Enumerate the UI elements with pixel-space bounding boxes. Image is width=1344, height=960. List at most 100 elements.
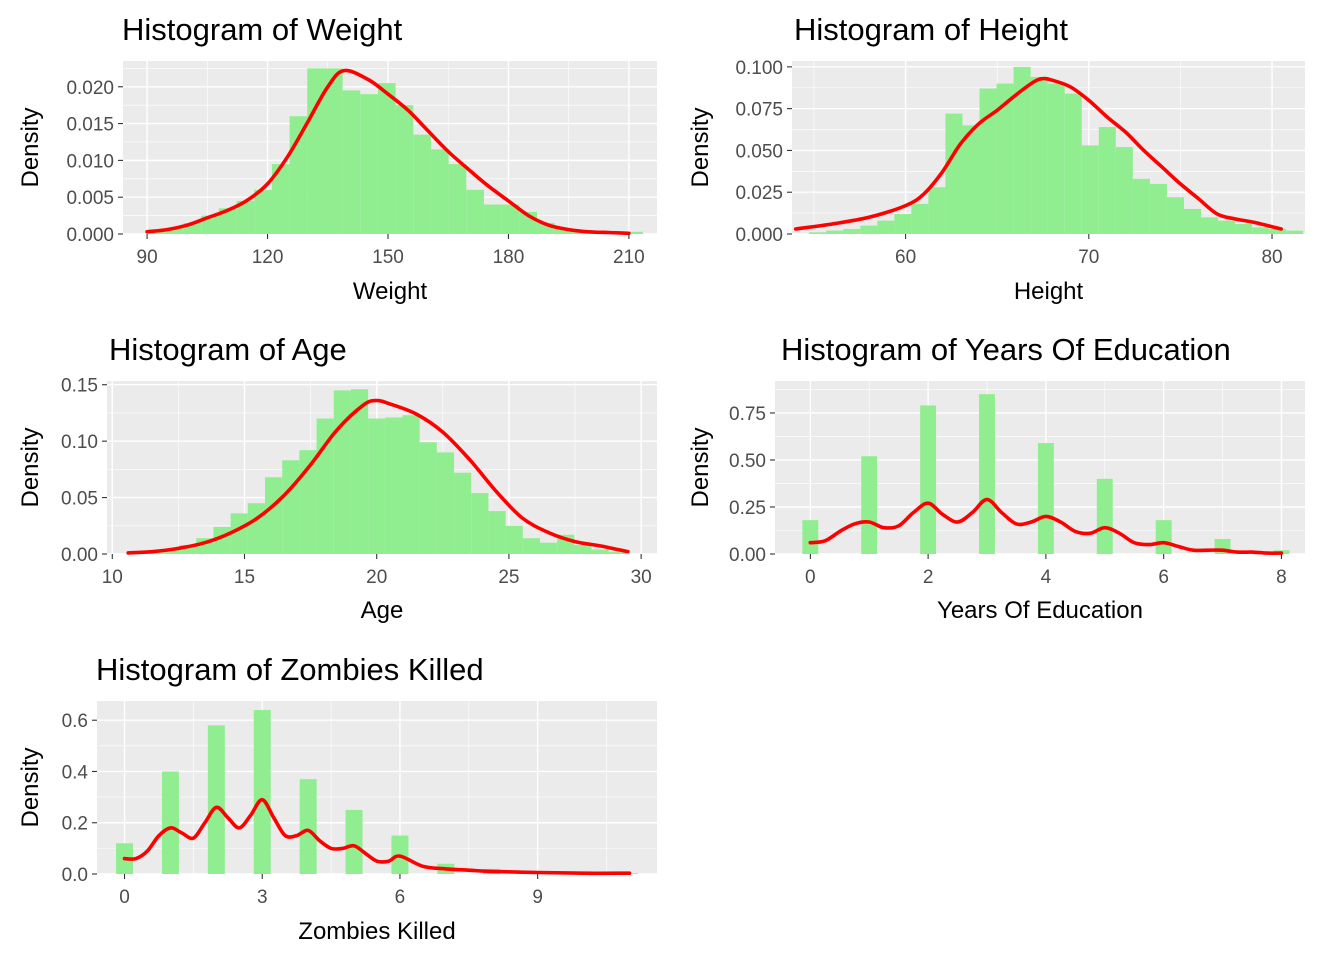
histogram-bar — [1201, 217, 1219, 234]
y-tick-label: 0.100 — [735, 58, 783, 79]
y-tick-label: 0.015 — [66, 115, 114, 136]
histogram-bar — [625, 231, 643, 234]
density-curve — [122, 797, 632, 876]
histogram-bar — [920, 405, 937, 554]
histogram-bar — [928, 187, 946, 234]
histogram-bar — [608, 551, 626, 554]
histogram-bar — [877, 220, 895, 234]
x-tick-label: 9 — [532, 887, 543, 908]
y-axis-title: Density — [17, 427, 44, 507]
y-tick-label: 0.020 — [66, 78, 114, 99]
x-axis-title: Years Of Education — [937, 597, 1143, 624]
histogram-bar — [1115, 147, 1133, 234]
histogram-bar — [402, 415, 420, 554]
histogram-bar — [236, 200, 255, 234]
x-tick-label: 20 — [366, 567, 387, 588]
histogram-bar — [1155, 520, 1172, 554]
histogram-bar — [1013, 66, 1031, 234]
histogram-bar — [161, 771, 179, 874]
histogram-bar — [1037, 443, 1054, 554]
panel-background — [97, 701, 657, 874]
histogram-bar — [282, 460, 300, 554]
histogram-bar — [179, 544, 197, 554]
histogram-bar — [183, 222, 202, 234]
histogram-bar — [1096, 478, 1113, 554]
chart-zombies-killed: 0 3 6 9 0.0 0.2 0.4 0.6 Zombies Killed Density His… — [17, 652, 657, 945]
histogram-bars — [809, 66, 1304, 234]
histogram-bar — [368, 418, 386, 554]
y-tick-label: 0.050 — [735, 141, 783, 162]
histogram-bar — [536, 222, 555, 234]
y-tick-label: 0.025 — [735, 183, 783, 204]
histogram-bar — [161, 549, 180, 554]
x-tick-label: 25 — [498, 567, 519, 588]
histogram-bar — [207, 725, 225, 874]
density-curve — [808, 497, 1284, 555]
x-tick-label: 10 — [102, 567, 123, 588]
y-tick-label: 0.000 — [735, 225, 783, 246]
histogram-bar — [466, 189, 484, 234]
histogram-bar — [1183, 208, 1202, 234]
y-tick-label: 0.00 — [61, 545, 98, 566]
histogram-bar — [483, 204, 502, 234]
histogram-bar — [945, 113, 963, 234]
histogram-bar — [289, 116, 308, 234]
histogram-bar — [436, 452, 455, 554]
x-tick-label: 2 — [923, 567, 934, 588]
x-tick-label: 6 — [1158, 567, 1169, 588]
y-tick-label: 0.005 — [66, 188, 114, 209]
chart-years-of-education: 0 2 4 6 8 0.00 0.25 0.50 0.75 Years Of Education D… — [687, 332, 1305, 624]
y-axis-title: Density — [17, 747, 44, 827]
histogram-bar — [419, 442, 437, 554]
x-axis-title: Height — [1014, 278, 1084, 305]
chart-title: Histogram of Years Of Education — [781, 332, 1231, 367]
y-tick-label: 0.4 — [62, 762, 89, 783]
histogram-bar — [253, 709, 271, 874]
histogram-bar — [1252, 227, 1270, 234]
y-tick-label: 0.075 — [735, 100, 783, 121]
x-tick-label: 8 — [1276, 567, 1287, 588]
density-curve — [793, 76, 1283, 231]
density-curve — [145, 68, 631, 236]
y-tick-label: 0.50 — [729, 451, 766, 472]
histogram-bar — [488, 511, 506, 554]
histogram-bar — [1149, 183, 1167, 234]
histogram-bars — [802, 394, 1290, 554]
histogram-bar — [861, 456, 878, 554]
histogram-bar — [962, 125, 980, 234]
x-tick-label: 70 — [1078, 247, 1099, 268]
histogram-bar — [860, 225, 878, 234]
histogram-bar — [413, 134, 431, 234]
histogram-bar — [809, 232, 827, 234]
histogram-bar — [1132, 178, 1150, 234]
histogram-bar — [911, 203, 929, 234]
histogram-bar — [271, 164, 290, 234]
y-tick-label: 0.0 — [62, 865, 88, 886]
histogram-bar — [979, 88, 997, 234]
y-tick-label: 0.6 — [62, 711, 88, 732]
histogram-bar — [501, 204, 520, 234]
histogram-bar — [377, 83, 396, 234]
y-tick-label: 0.15 — [61, 376, 98, 397]
x-tick-label: 60 — [895, 247, 916, 268]
histogram-bar — [1047, 83, 1065, 234]
histogram-bar — [254, 189, 272, 234]
x-tick-label: 4 — [1041, 567, 1052, 588]
histogram-bar — [843, 228, 861, 234]
histogram-bar — [342, 90, 361, 234]
histogram-bar — [591, 549, 609, 554]
y-tick-label: 0.000 — [66, 225, 114, 246]
x-axis-title: Age — [361, 597, 404, 624]
x-tick-label: 3 — [257, 887, 268, 908]
y-tick-label: 0.25 — [729, 498, 766, 519]
histogram-bar — [448, 164, 467, 234]
histogram-bar — [554, 228, 573, 234]
histogram-bar — [471, 493, 489, 554]
y-axis-title: Density — [687, 427, 714, 507]
x-tick-label: 180 — [493, 247, 525, 268]
histogram-bar — [454, 472, 472, 554]
chart-title: Histogram of Height — [794, 12, 1068, 47]
x-tick-label: 120 — [252, 247, 284, 268]
histogram-bar — [1218, 220, 1236, 234]
